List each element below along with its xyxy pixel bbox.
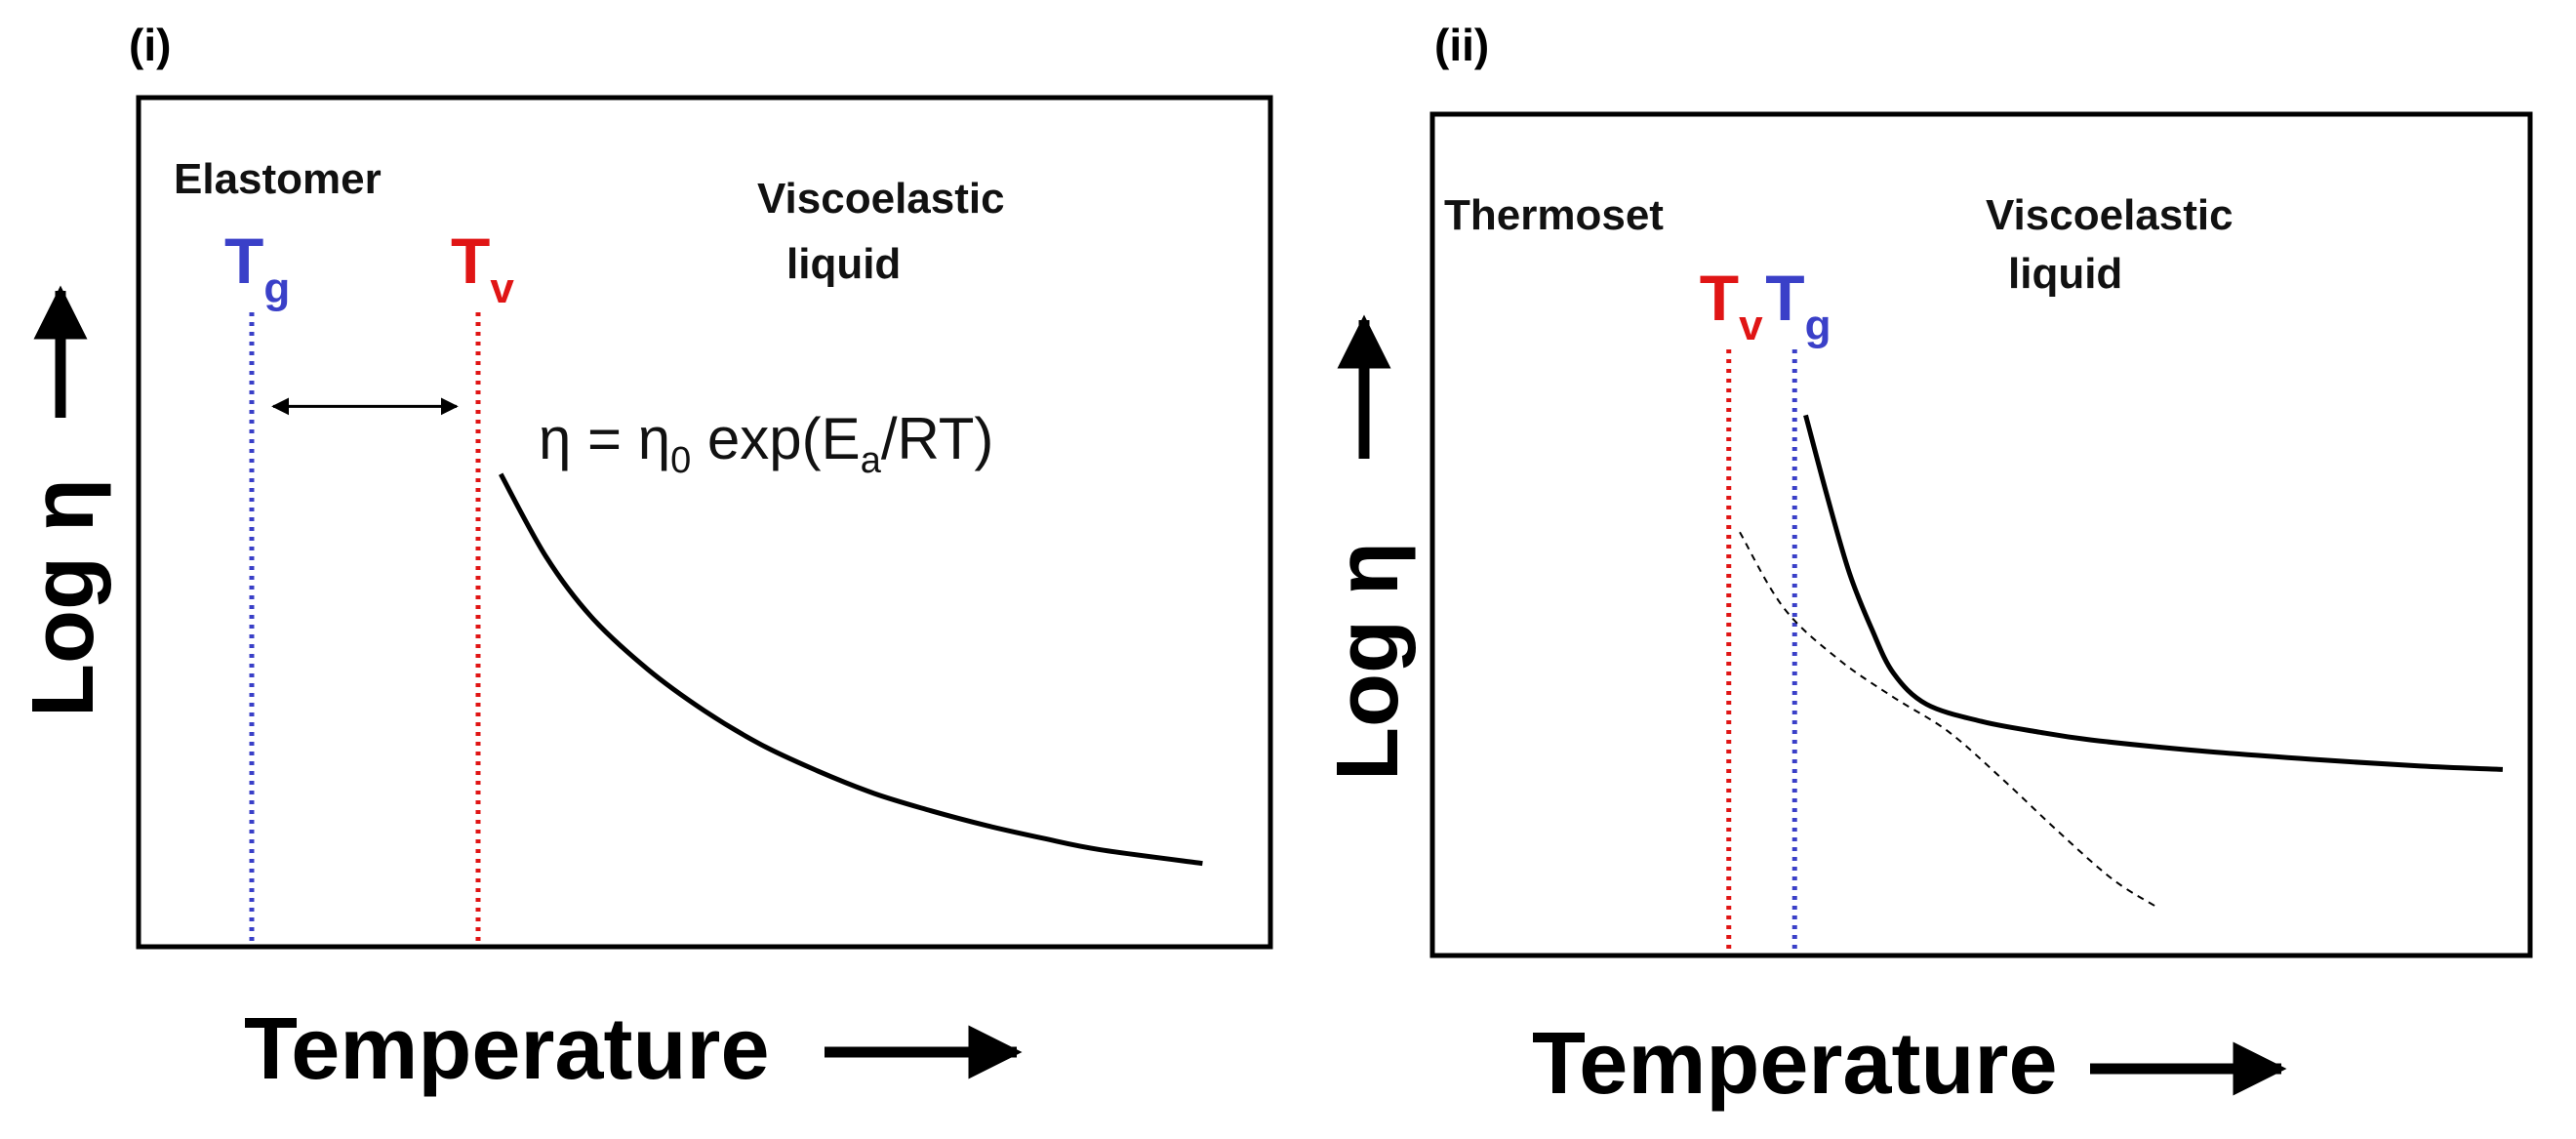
- region-label-liquid-line2: liquid: [786, 240, 901, 288]
- tg-symbol: T: [1765, 262, 1804, 334]
- series-viscosity-curve: [499, 472, 1203, 867]
- chart-panel-i: (i) Log η Temperature Elastomer Viscoela…: [15, 20, 1273, 1098]
- series-extrapolated-curve: [1739, 531, 2158, 909]
- region-label-liquid-line1: Viscoelastic: [1986, 191, 2234, 239]
- tv-symbol: T: [451, 224, 490, 297]
- arrhenius-equation: η = η0 exp(Ea/RT): [539, 406, 993, 481]
- panel-label: (i): [129, 20, 171, 70]
- region-label-liquid-line1: Viscoelastic: [757, 175, 1005, 223]
- region-label-solid: Thermoset: [1444, 191, 1664, 239]
- panel-label: (ii): [1434, 20, 1489, 70]
- tg-subscript: g: [1805, 302, 1831, 349]
- equation-sub-a: a: [861, 440, 882, 481]
- region-label-solid: Elastomer: [174, 155, 382, 203]
- tg-symbol: T: [224, 224, 263, 297]
- equation-exp: exp(E: [691, 406, 860, 471]
- tv-marker-label: Tv: [1700, 262, 1763, 349]
- x-axis-label: Temperature: [1532, 1015, 2058, 1113]
- equation-sub-0: 0: [670, 440, 691, 481]
- equation-lhs: η = η: [539, 406, 670, 471]
- tg-marker-label: Tg: [224, 224, 290, 312]
- tg-marker-label: Tg: [1765, 262, 1831, 349]
- equation-tail: /RT): [881, 406, 994, 471]
- x-axis-label: Temperature: [244, 1000, 770, 1098]
- series-measured-curve: [1803, 414, 2504, 772]
- plot-frame: [136, 95, 1273, 950]
- tv-symbol: T: [1700, 262, 1739, 334]
- y-axis-label: Log η: [15, 478, 112, 717]
- tv-subscript: v: [490, 264, 514, 312]
- tg-subscript: g: [263, 264, 290, 312]
- region-label-liquid-line2: liquid: [2008, 250, 2122, 298]
- plot-frame: [1429, 111, 2533, 958]
- chart-panel-ii: (ii) Log η Temperature Thermoset Viscoel…: [1319, 20, 2533, 1113]
- tv-subscript: v: [1739, 302, 1763, 349]
- tv-marker-label: Tv: [451, 224, 514, 312]
- y-axis-label: Log η: [1319, 542, 1417, 781]
